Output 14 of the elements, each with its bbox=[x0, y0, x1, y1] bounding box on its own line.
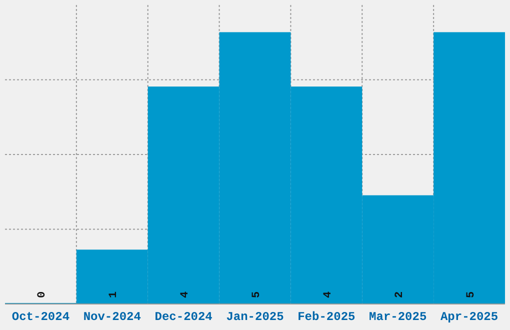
x-tick-label: Apr-2025 bbox=[440, 310, 498, 324]
data-label: 1 bbox=[108, 291, 120, 298]
data-label: 2 bbox=[394, 291, 406, 298]
x-tick-label: Dec-2024 bbox=[154, 310, 212, 324]
x-tick-label: Jan-2025 bbox=[226, 310, 284, 324]
x-tick-label: Feb-2025 bbox=[298, 310, 356, 324]
data-label: 4 bbox=[180, 291, 192, 298]
data-label: 4 bbox=[322, 291, 334, 298]
x-tick-label: Oct-2024 bbox=[12, 310, 70, 324]
x-tick-label: Mar-2025 bbox=[369, 310, 427, 324]
data-label: 0 bbox=[36, 291, 49, 298]
x-tick-label: Nov-2024 bbox=[83, 310, 141, 324]
data-label: 5 bbox=[465, 291, 478, 298]
data-label: 5 bbox=[251, 291, 263, 298]
